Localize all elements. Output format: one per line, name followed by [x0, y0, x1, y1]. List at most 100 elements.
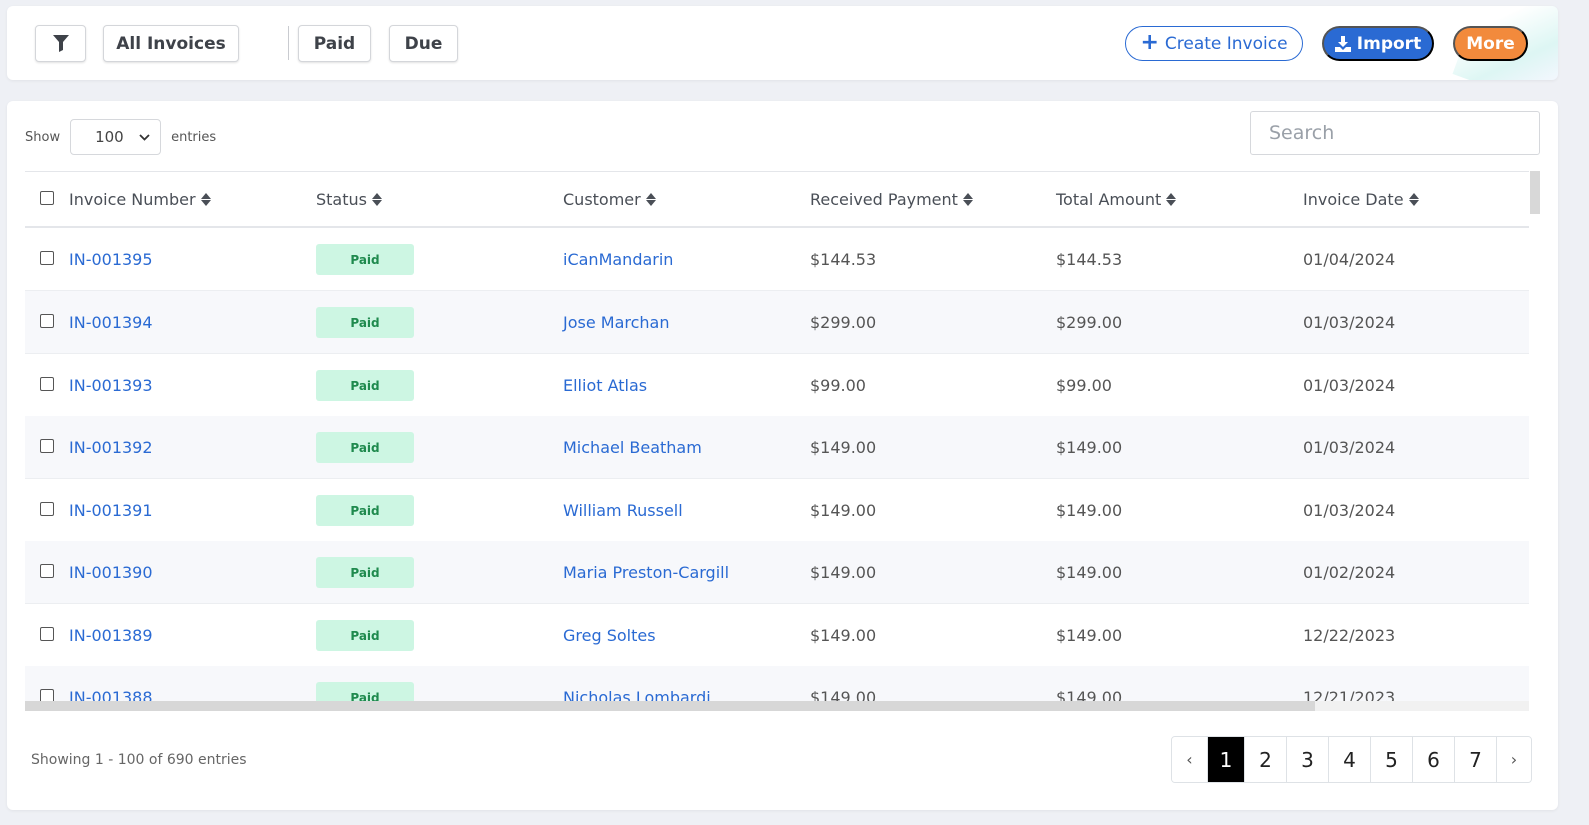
total-amount-cell: $149.00 — [1056, 437, 1123, 457]
prev-page-button[interactable]: ‹ — [1172, 737, 1207, 782]
page-7-button[interactable]: 7 — [1454, 737, 1496, 782]
row-checkbox[interactable] — [40, 251, 54, 265]
table-row: IN-001395 Paid iCanMandarin $144.53 $144… — [25, 228, 1529, 291]
vertical-scrollbar[interactable] — [1530, 171, 1540, 214]
chevron-down-icon — [139, 133, 150, 141]
total-amount-cell: $149.00 — [1056, 687, 1123, 702]
table-row: IN-001394 Paid Jose Marchan $299.00 $299… — [25, 291, 1529, 354]
table-header: Invoice Number Status Customer Received … — [25, 171, 1529, 228]
received-payment-cell: $149.00 — [810, 500, 877, 520]
total-amount-cell: $149.00 — [1056, 625, 1123, 645]
invoice-date-cell: 01/02/2024 — [1303, 562, 1396, 582]
invoice-number-link[interactable]: IN-001395 — [69, 249, 153, 269]
pagination: ‹ 1 2 3 4 5 6 7 › — [1171, 736, 1532, 783]
total-amount-cell: $149.00 — [1056, 500, 1123, 520]
customer-link[interactable]: iCanMandarin — [563, 249, 674, 269]
status-badge: Paid — [316, 557, 414, 588]
table-row: IN-001388 Paid Nicholas Lombardi $149.00… — [25, 666, 1529, 701]
received-payment-cell: $149.00 — [810, 687, 877, 702]
horizontal-scrollbar[interactable] — [25, 701, 1529, 711]
page-size-value: 100 — [95, 128, 124, 146]
entries-label: entries — [171, 129, 217, 145]
total-amount-cell: $99.00 — [1056, 375, 1112, 395]
row-checkbox[interactable] — [40, 314, 54, 328]
invoice-date-cell: 01/04/2024 — [1303, 249, 1396, 269]
page-size-select[interactable]: 100 — [70, 119, 162, 155]
table-row: IN-001391 Paid William Russell $149.00 $… — [25, 479, 1529, 542]
row-checkbox[interactable] — [40, 502, 54, 516]
page-4-button[interactable]: 4 — [1328, 737, 1370, 782]
page-6-button[interactable]: 6 — [1412, 737, 1454, 782]
create-invoice-button[interactable]: + Create Invoice — [1125, 26, 1303, 61]
status-badge: Paid — [316, 307, 414, 338]
select-all-checkbox[interactable] — [40, 191, 54, 205]
customer-link[interactable]: Jose Marchan — [563, 312, 670, 332]
customer-link[interactable]: Nicholas Lombardi — [563, 687, 711, 702]
total-amount-cell: $144.53 — [1056, 249, 1123, 269]
page-1-button[interactable]: 1 — [1207, 737, 1244, 782]
sort-icon — [1408, 193, 1419, 206]
show-label: Show — [25, 129, 61, 145]
row-checkbox[interactable] — [40, 564, 54, 578]
page-2-button[interactable]: 2 — [1244, 737, 1286, 782]
received-payment-cell: $149.00 — [810, 625, 877, 645]
column-header-total-amount[interactable]: Total Amount — [1056, 172, 1177, 227]
due-filter-button[interactable]: Due — [389, 25, 458, 62]
customer-link[interactable]: Elliot Atlas — [563, 375, 648, 395]
status-badge: Paid — [316, 370, 414, 401]
invoice-number-link[interactable]: IN-001388 — [69, 687, 153, 702]
column-header-customer[interactable]: Customer — [563, 172, 656, 227]
received-payment-cell: $149.00 — [810, 437, 877, 457]
table-row: IN-001389 Paid Greg Soltes $149.00 $149.… — [25, 604, 1529, 667]
page-size-control: Show 100 entries — [25, 119, 216, 155]
customer-link[interactable]: Maria Preston-Cargill — [563, 562, 730, 582]
column-header-invoice-number[interactable]: Invoice Number — [69, 172, 211, 227]
filter-button[interactable] — [35, 25, 86, 62]
row-checkbox[interactable] — [40, 689, 54, 701]
invoice-number-link[interactable]: IN-001393 — [69, 375, 153, 395]
invoice-table: Invoice Number Status Customer Received … — [25, 171, 1529, 701]
invoice-date-cell: 12/22/2023 — [1303, 625, 1396, 645]
row-checkbox[interactable] — [40, 439, 54, 453]
row-checkbox[interactable] — [40, 377, 54, 391]
invoice-number-link[interactable]: IN-001389 — [69, 625, 153, 645]
received-payment-cell: $299.00 — [810, 312, 877, 332]
search-input[interactable] — [1250, 111, 1540, 155]
horizontal-scrollbar-thumb[interactable] — [25, 701, 1315, 711]
page-5-button[interactable]: 5 — [1370, 737, 1412, 782]
received-payment-cell: $144.53 — [810, 249, 877, 269]
customer-link[interactable]: Michael Beatham — [563, 437, 702, 457]
row-checkbox[interactable] — [40, 627, 54, 641]
invoices-card: Show 100 entries Invoice Number Status C… — [7, 101, 1558, 810]
paid-filter-button[interactable]: Paid — [298, 25, 371, 62]
invoice-number-link[interactable]: IN-001392 — [69, 437, 153, 457]
status-badge: Paid — [316, 244, 414, 275]
invoice-date-cell: 01/03/2024 — [1303, 500, 1396, 520]
import-button[interactable]: Import — [1322, 26, 1434, 61]
toolbar-divider — [288, 26, 289, 60]
entries-info: Showing 1 - 100 of 690 entries — [31, 752, 247, 768]
customer-link[interactable]: William Russell — [563, 500, 683, 520]
invoice-number-link[interactable]: IN-001394 — [69, 312, 153, 332]
table-row: IN-001393 Paid Elliot Atlas $99.00 $99.0… — [25, 354, 1529, 417]
table-row: IN-001390 Paid Maria Preston-Cargill $14… — [25, 541, 1529, 604]
page-3-button[interactable]: 3 — [1286, 737, 1328, 782]
total-amount-cell: $299.00 — [1056, 312, 1123, 332]
more-button[interactable]: More — [1453, 26, 1528, 61]
sort-icon — [1166, 193, 1177, 206]
sort-icon — [962, 193, 973, 206]
column-header-status[interactable]: Status — [316, 172, 382, 227]
customer-link[interactable]: Greg Soltes — [563, 625, 656, 645]
sort-icon — [200, 193, 211, 206]
create-invoice-label: Create Invoice — [1164, 33, 1288, 54]
all-invoices-button[interactable]: All Invoices — [103, 25, 239, 62]
invoice-number-link[interactable]: IN-001390 — [69, 562, 153, 582]
next-page-button[interactable]: › — [1496, 737, 1531, 782]
filter-icon — [52, 35, 69, 52]
column-header-received-payment[interactable]: Received Payment — [810, 172, 973, 227]
column-header-invoice-date[interactable]: Invoice Date — [1303, 172, 1419, 227]
status-badge: Paid — [316, 620, 414, 651]
received-payment-cell: $149.00 — [810, 562, 877, 582]
table-row: IN-001392 Paid Michael Beatham $149.00 $… — [25, 416, 1529, 479]
invoice-number-link[interactable]: IN-001391 — [69, 500, 153, 520]
